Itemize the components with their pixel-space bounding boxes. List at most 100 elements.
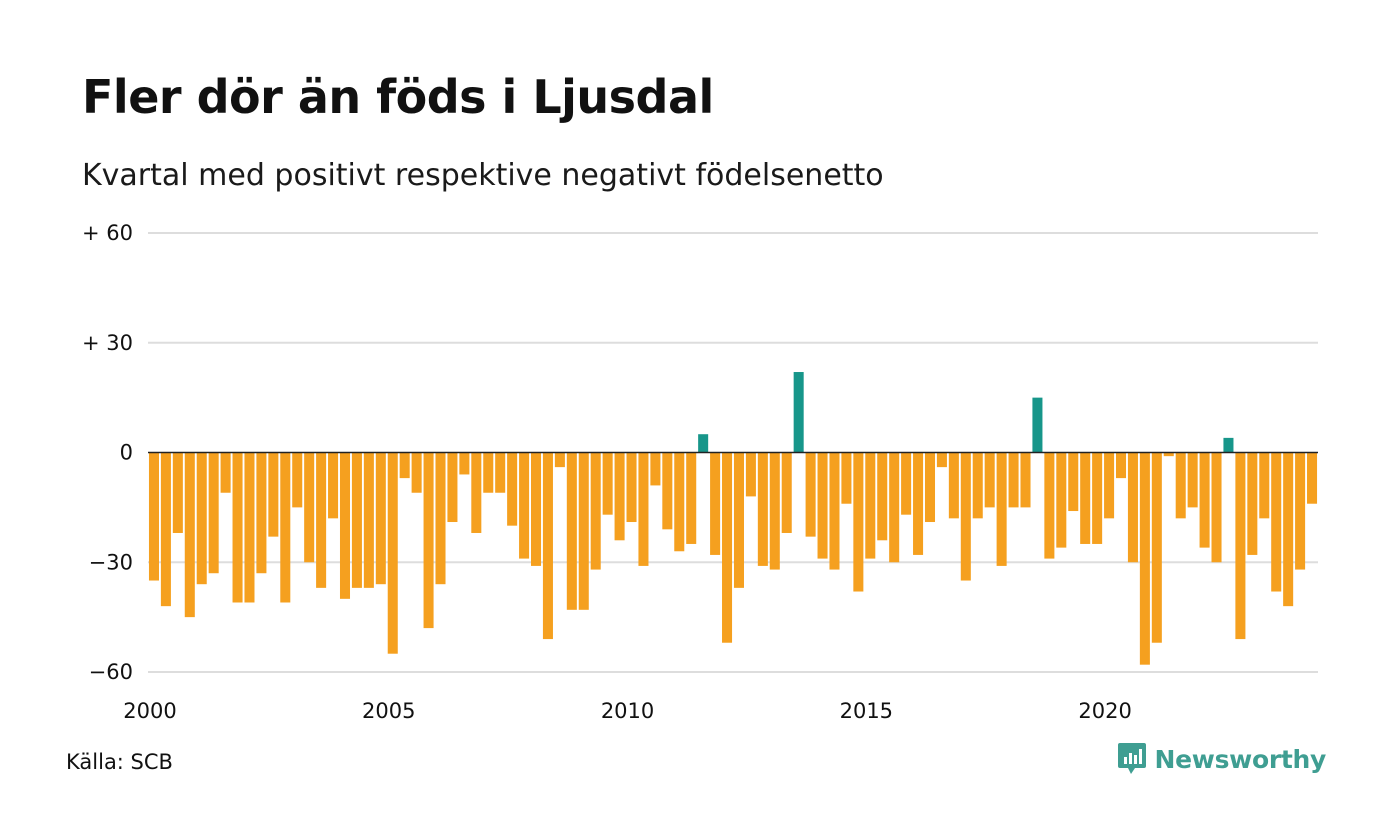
bar-negative [256,452,267,574]
bar-negative [996,452,1007,566]
bar-negative [1068,452,1079,512]
bar-negative [722,452,733,643]
bar-negative [710,452,721,555]
bar-negative [936,452,947,468]
bar-negative [745,452,756,497]
bar-negative [399,452,410,479]
bar-negative [1116,452,1127,479]
bar-negative [626,452,637,523]
bar-negative [877,452,888,541]
bar-negative [328,452,339,519]
x-tick-label: 2010 [601,699,654,723]
bars [148,372,1318,665]
y-tick-label: −30 [89,550,133,574]
bar-negative [1175,452,1186,519]
bar-negative [304,452,315,563]
bar-negative [865,452,876,559]
bar-negative [614,452,625,541]
bar-negative [590,452,601,570]
bar-negative [208,452,219,574]
bar-negative [148,452,159,581]
bar-negative [339,452,351,599]
bar-negative [913,452,924,555]
bar-negative [841,452,852,504]
bar-negative [435,452,446,585]
bar-negative [531,452,542,566]
bar-negative [638,452,649,566]
x-axis-labels: 2000 2005 2010 2015 2020 [123,699,1132,723]
y-tick-label: + 30 [82,331,133,355]
bar-negative [507,452,518,526]
chart-speech-bubble-icon [1117,743,1146,774]
bar-negative [1259,452,1270,519]
chart-title: Fler dör än föds i Ljusdal [82,70,714,124]
bar-negative [375,452,386,585]
bar-negative [889,452,900,563]
bar-negative [196,452,207,585]
bar-negative [972,452,983,519]
bar-negative [566,452,577,610]
bar-negative [280,452,291,603]
bar-negative [984,452,995,508]
bar-negative [1104,452,1115,519]
x-tick-label: 2015 [840,699,893,723]
bar-negative [1020,452,1031,508]
bar-negative [1127,452,1138,563]
y-tick-label: 0 [120,441,133,465]
bar-negative [1151,452,1162,643]
bar-chart: + 60 + 30 0 −30 −60 2000 2005 2010 2015 2020 [82,221,1318,723]
bar-negative [483,452,494,493]
bar-positive [1223,437,1234,453]
bar-negative [363,452,374,588]
bar-negative [1139,452,1150,665]
bar-negative [232,452,243,603]
bar-negative [1271,452,1282,592]
bar-negative [268,452,279,537]
x-tick-label: 2020 [1078,699,1131,723]
bar-negative [1283,452,1294,607]
bar-negative [411,452,422,493]
bar-negative [1092,452,1103,544]
bar-negative [757,452,768,566]
bar-negative [924,452,936,523]
bar-negative [387,452,398,654]
y-tick-label: + 60 [82,221,133,245]
bar-negative [542,452,553,640]
bar-negative [351,452,362,588]
x-tick-label: 2000 [123,699,176,723]
bar-negative [733,452,744,588]
bar-negative [316,452,327,588]
bar-negative [1044,452,1055,559]
bar-negative [1187,452,1198,508]
bar-negative [172,452,183,533]
bar-negative [948,452,959,519]
bar-negative [495,452,506,493]
bar-negative [578,452,589,610]
bar-negative [769,452,780,570]
bar-positive [793,372,804,453]
bar-positive [1032,397,1043,453]
bar-negative [1247,452,1258,555]
newsworthy-logo: Newsworthy [1117,742,1326,776]
gridlines [148,232,1318,673]
bar-negative [1307,452,1318,504]
bar-negative [423,452,434,629]
bar-negative [459,452,470,475]
source-note: Källa: SCB [66,750,173,774]
bar-negative [220,452,231,493]
bar-negative [519,452,530,559]
bar-negative [160,452,171,607]
bar-negative [686,452,697,544]
bar-negative [1056,452,1067,548]
y-axis-labels: + 60 + 30 0 −30 −60 [82,221,133,684]
bar-negative [1211,452,1222,563]
x-tick-label: 2005 [362,699,415,723]
bar-negative [292,452,303,508]
chart-subtitle: Kvartal med positivt respektive negativt… [82,158,884,193]
bar-negative [901,452,912,515]
bar-negative [805,452,816,537]
bar-negative [662,452,673,530]
bar-negative [829,452,840,570]
bar-negative [554,452,565,468]
bar-negative [471,452,482,533]
